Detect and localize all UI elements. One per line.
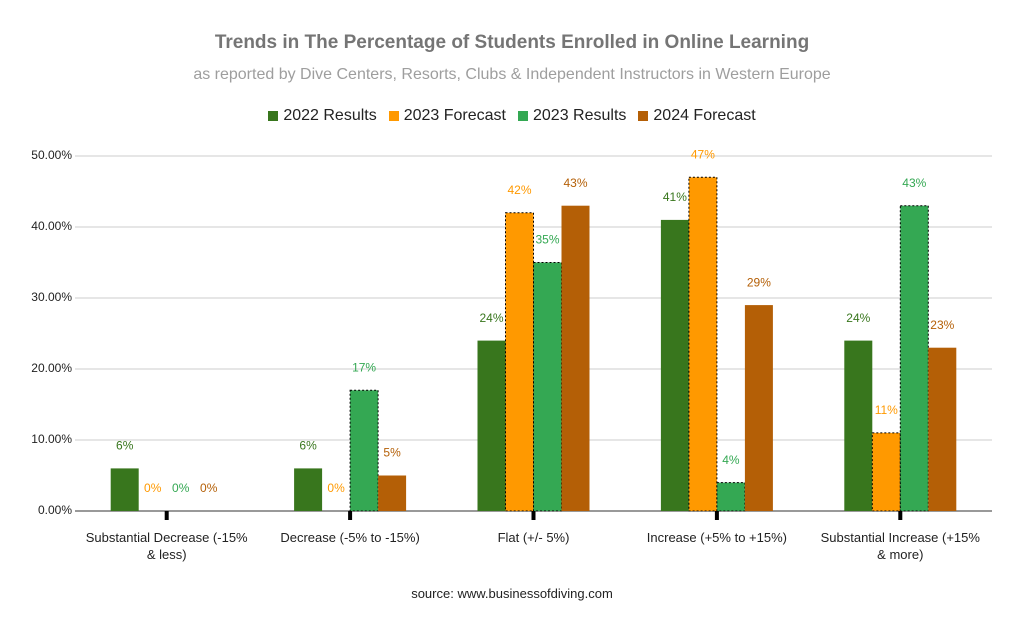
bar xyxy=(899,205,929,512)
bar xyxy=(688,176,718,512)
legend-item: 2024 Forecast xyxy=(638,107,756,125)
x-tick-label: Increase (+5% to +15%) xyxy=(646,530,787,545)
bar xyxy=(294,468,323,511)
x-tick-mark xyxy=(898,511,903,520)
legend-swatch xyxy=(388,111,399,121)
x-tick-label: Substantial Increase (+15% & more) xyxy=(820,530,980,562)
bar xyxy=(871,432,901,512)
data-label: 24% xyxy=(846,311,870,325)
x-tick-mark xyxy=(164,511,169,520)
x-tick-mark xyxy=(348,511,353,520)
y-tick-label: 50.00% xyxy=(31,148,72,162)
data-label: 6% xyxy=(299,439,317,453)
y-tick-label: 30.00% xyxy=(31,290,72,304)
y-tick-label: 10.00% xyxy=(31,432,72,446)
bar xyxy=(561,205,590,511)
y-tick-label: 40.00% xyxy=(31,219,72,233)
data-label: 4% xyxy=(722,453,740,467)
bar xyxy=(844,340,873,511)
legend-item: 2023 Forecast xyxy=(388,107,506,125)
bar xyxy=(533,262,562,512)
legend-swatch xyxy=(268,111,279,121)
x-tick-mark xyxy=(531,511,536,520)
bar xyxy=(477,340,506,511)
data-label: 11% xyxy=(875,403,898,417)
data-label: 47% xyxy=(691,147,715,161)
data-label: 42% xyxy=(507,183,531,197)
data-label: 43% xyxy=(563,176,587,190)
data-label: 23% xyxy=(930,318,954,332)
legend-label: 2023 Results xyxy=(533,107,627,124)
data-label: 5% xyxy=(383,446,401,460)
chart-subtitle: as reported by Dive Centers, Resorts, Cl… xyxy=(193,66,831,83)
x-tick-label: Flat (+/- 5%) xyxy=(497,530,570,545)
bar xyxy=(349,389,379,512)
data-label: 0% xyxy=(200,481,218,495)
bar xyxy=(928,347,957,511)
x-tick-label: Decrease (-5% to -15%) xyxy=(280,530,420,545)
x-tick-mark xyxy=(714,511,719,520)
legend-swatch xyxy=(638,111,649,121)
data-label: 0% xyxy=(144,481,162,495)
legend-item: 2022 Results xyxy=(268,107,377,125)
data-label: 35% xyxy=(535,233,559,247)
legend: 2022 Results 2023 Forecast 2023 Results 202… xyxy=(0,107,1024,125)
legend-label: 2022 Results xyxy=(283,107,377,124)
y-tick-label: 0.00% xyxy=(38,503,72,517)
data-label: 43% xyxy=(902,176,926,190)
y-tick-label: 20.00% xyxy=(31,361,72,375)
legend-label: 2024 Forecast xyxy=(653,107,756,124)
data-label: 41% xyxy=(663,190,687,204)
bar xyxy=(744,305,773,511)
data-label: 6% xyxy=(116,439,134,453)
x-tick-label: Substantial Decrease (-15% & less) xyxy=(85,530,248,562)
data-label: 29% xyxy=(747,275,771,289)
bar xyxy=(378,475,407,511)
bar xyxy=(110,468,139,511)
legend-swatch xyxy=(518,111,528,121)
data-label: 0% xyxy=(172,481,190,495)
data-label: 24% xyxy=(479,311,503,325)
source-note: source: www.businessofdiving.com xyxy=(411,586,613,601)
data-label: 17% xyxy=(352,360,376,374)
bar xyxy=(505,212,534,512)
bar xyxy=(660,219,689,511)
legend-item: 2023 Results xyxy=(518,107,626,125)
bar xyxy=(716,482,746,512)
legend-label: 2023 Forecast xyxy=(403,107,506,124)
chart-title: Trends in The Percentage of Students Enr… xyxy=(214,32,810,53)
data-label: 0% xyxy=(327,481,345,495)
